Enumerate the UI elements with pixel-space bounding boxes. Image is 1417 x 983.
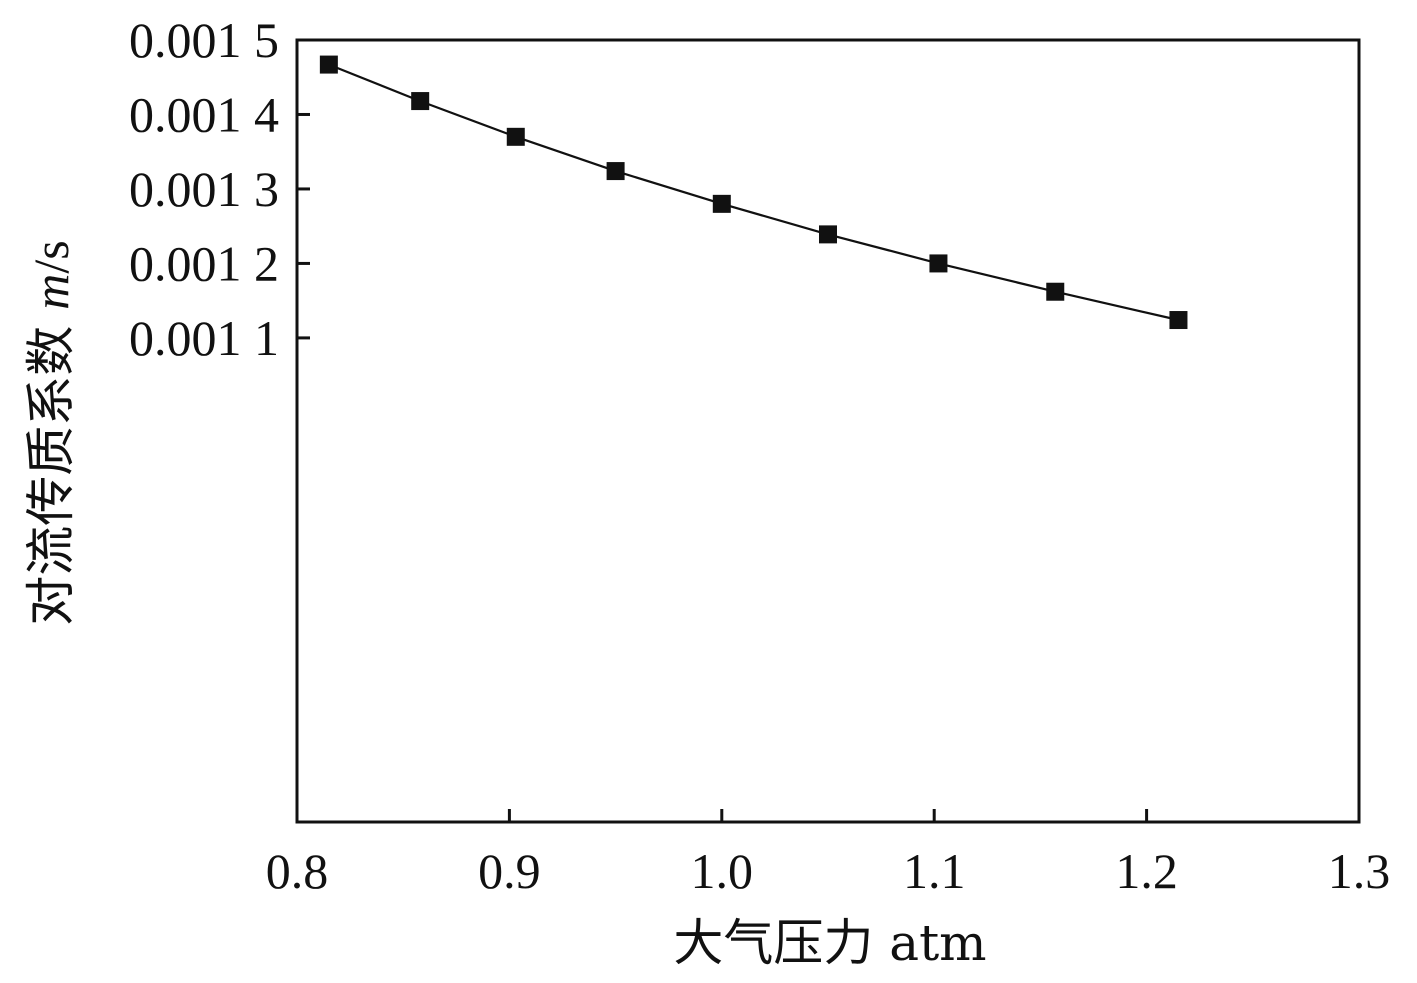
y-axis-title-text: 对流传质系数	[22, 310, 80, 626]
data-point-marker	[819, 225, 837, 244]
y-tick-label: 0.001 3	[129, 161, 279, 217]
x-tick-label: 1.2	[1115, 843, 1178, 899]
x-tick-label: 0.9	[478, 843, 541, 899]
y-tick-label: 0.001 1	[129, 310, 279, 366]
y-axis-title-unit-italic: m	[23, 274, 79, 310]
y-axis-ticks: 0.001 1 0.001 2 0.001 3 0.001 4 0.001 5	[129, 12, 310, 366]
series-line	[328, 63, 1179, 322]
x-axis-title: 大气压力 atm	[673, 914, 986, 972]
y-tick-label: 0.001 2	[129, 235, 279, 291]
x-tick-label: 0.8	[266, 843, 329, 899]
data-point-marker	[929, 254, 948, 273]
x-tick-label: 1.0	[691, 843, 754, 899]
y-axis-title: 对流传质系数 m/s	[22, 240, 80, 625]
x-axis-ticks: 0.8 0.9 1.0 1.1 1.2 1.3	[266, 809, 1391, 899]
data-point-marker	[712, 194, 731, 213]
data-point-marker	[319, 55, 338, 74]
x-tick-label: 1.3	[1328, 843, 1391, 899]
y-axis-title-unit-rest: /s	[23, 240, 79, 273]
data-point-marker	[606, 162, 625, 181]
data-point-marker	[506, 127, 525, 146]
x-tick-label: 1.1	[903, 843, 966, 899]
y-tick-label: 0.001 4	[129, 86, 279, 142]
series-markers	[319, 55, 1188, 330]
plot-frame	[295, 38, 1361, 824]
data-point-marker	[1169, 311, 1188, 330]
data-point-marker	[1046, 282, 1065, 301]
data-point-marker	[411, 92, 430, 111]
y-tick-label: 0.001 5	[129, 12, 279, 68]
